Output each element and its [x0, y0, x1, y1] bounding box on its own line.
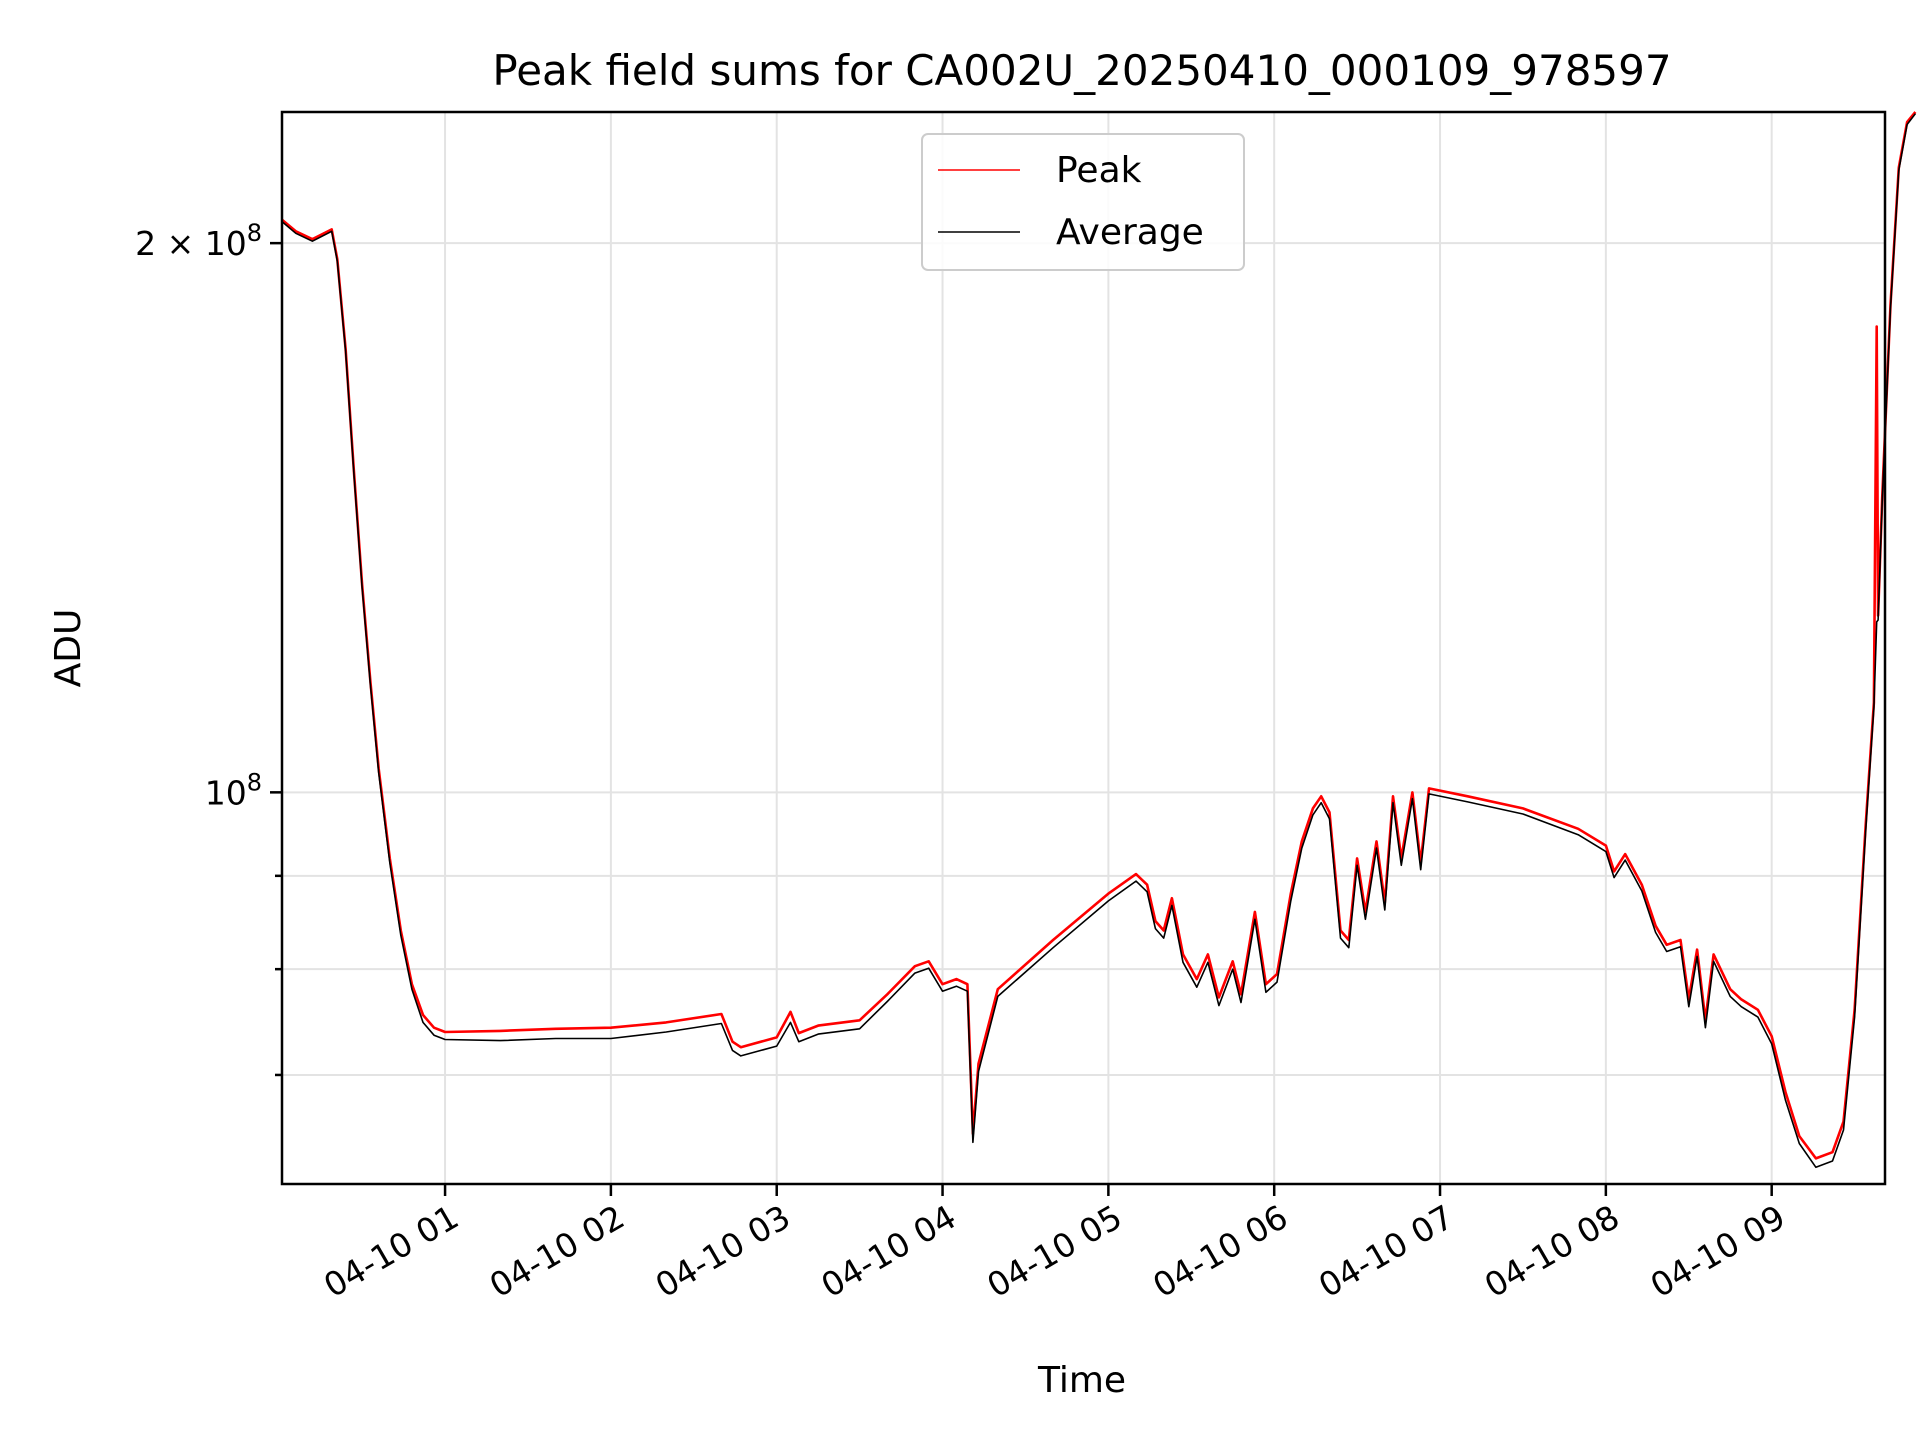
x-tick-label: 04-10 05: [980, 1197, 1128, 1305]
x-tick-label: 04-10 08: [1478, 1197, 1626, 1305]
x-tick-label: 04-10 06: [1146, 1197, 1294, 1305]
series-line-average: [281, 113, 1917, 1169]
x-tick-label: 04-10 07: [1312, 1197, 1460, 1305]
y-tick-mantissa: 2 × 10: [135, 224, 247, 263]
series-line-peak: [281, 111, 1917, 1160]
legend-label-peak: Peak: [1056, 150, 1142, 191]
legend-label-average: Average: [1056, 212, 1204, 253]
chart-title: Peak field sums for CA002U_20250410_0001…: [492, 46, 1671, 95]
y-tick-exponent: 8: [247, 768, 262, 796]
x-tick-label: 04-10 02: [483, 1197, 631, 1305]
x-tick-label: 04-10 04: [815, 1197, 963, 1305]
series-layer: [281, 111, 1917, 1169]
x-tick-label: 04-10 03: [649, 1197, 797, 1305]
x-axis-label: Time: [1037, 1360, 1126, 1401]
y-tick-exponent: 8: [247, 219, 262, 247]
y-tick-mantissa: 10: [205, 773, 247, 812]
y-tick-label: 108: [205, 768, 262, 812]
grid-lines: [282, 112, 1885, 1184]
legend-box: [921, 133, 1245, 271]
y-tick-label: 2 × 108: [135, 219, 262, 263]
x-axis: 04-10 01 04-10 02 04-10 03 04-10 04 04-10 05…: [317, 1184, 1792, 1305]
y-axis-label: ADU: [48, 609, 89, 688]
plot-area: [280, 110, 1887, 1186]
legend: Peak Average: [921, 133, 1245, 271]
x-tick-label: 04-10 01: [317, 1197, 465, 1305]
x-tick-label: 04-10 09: [1644, 1197, 1792, 1305]
